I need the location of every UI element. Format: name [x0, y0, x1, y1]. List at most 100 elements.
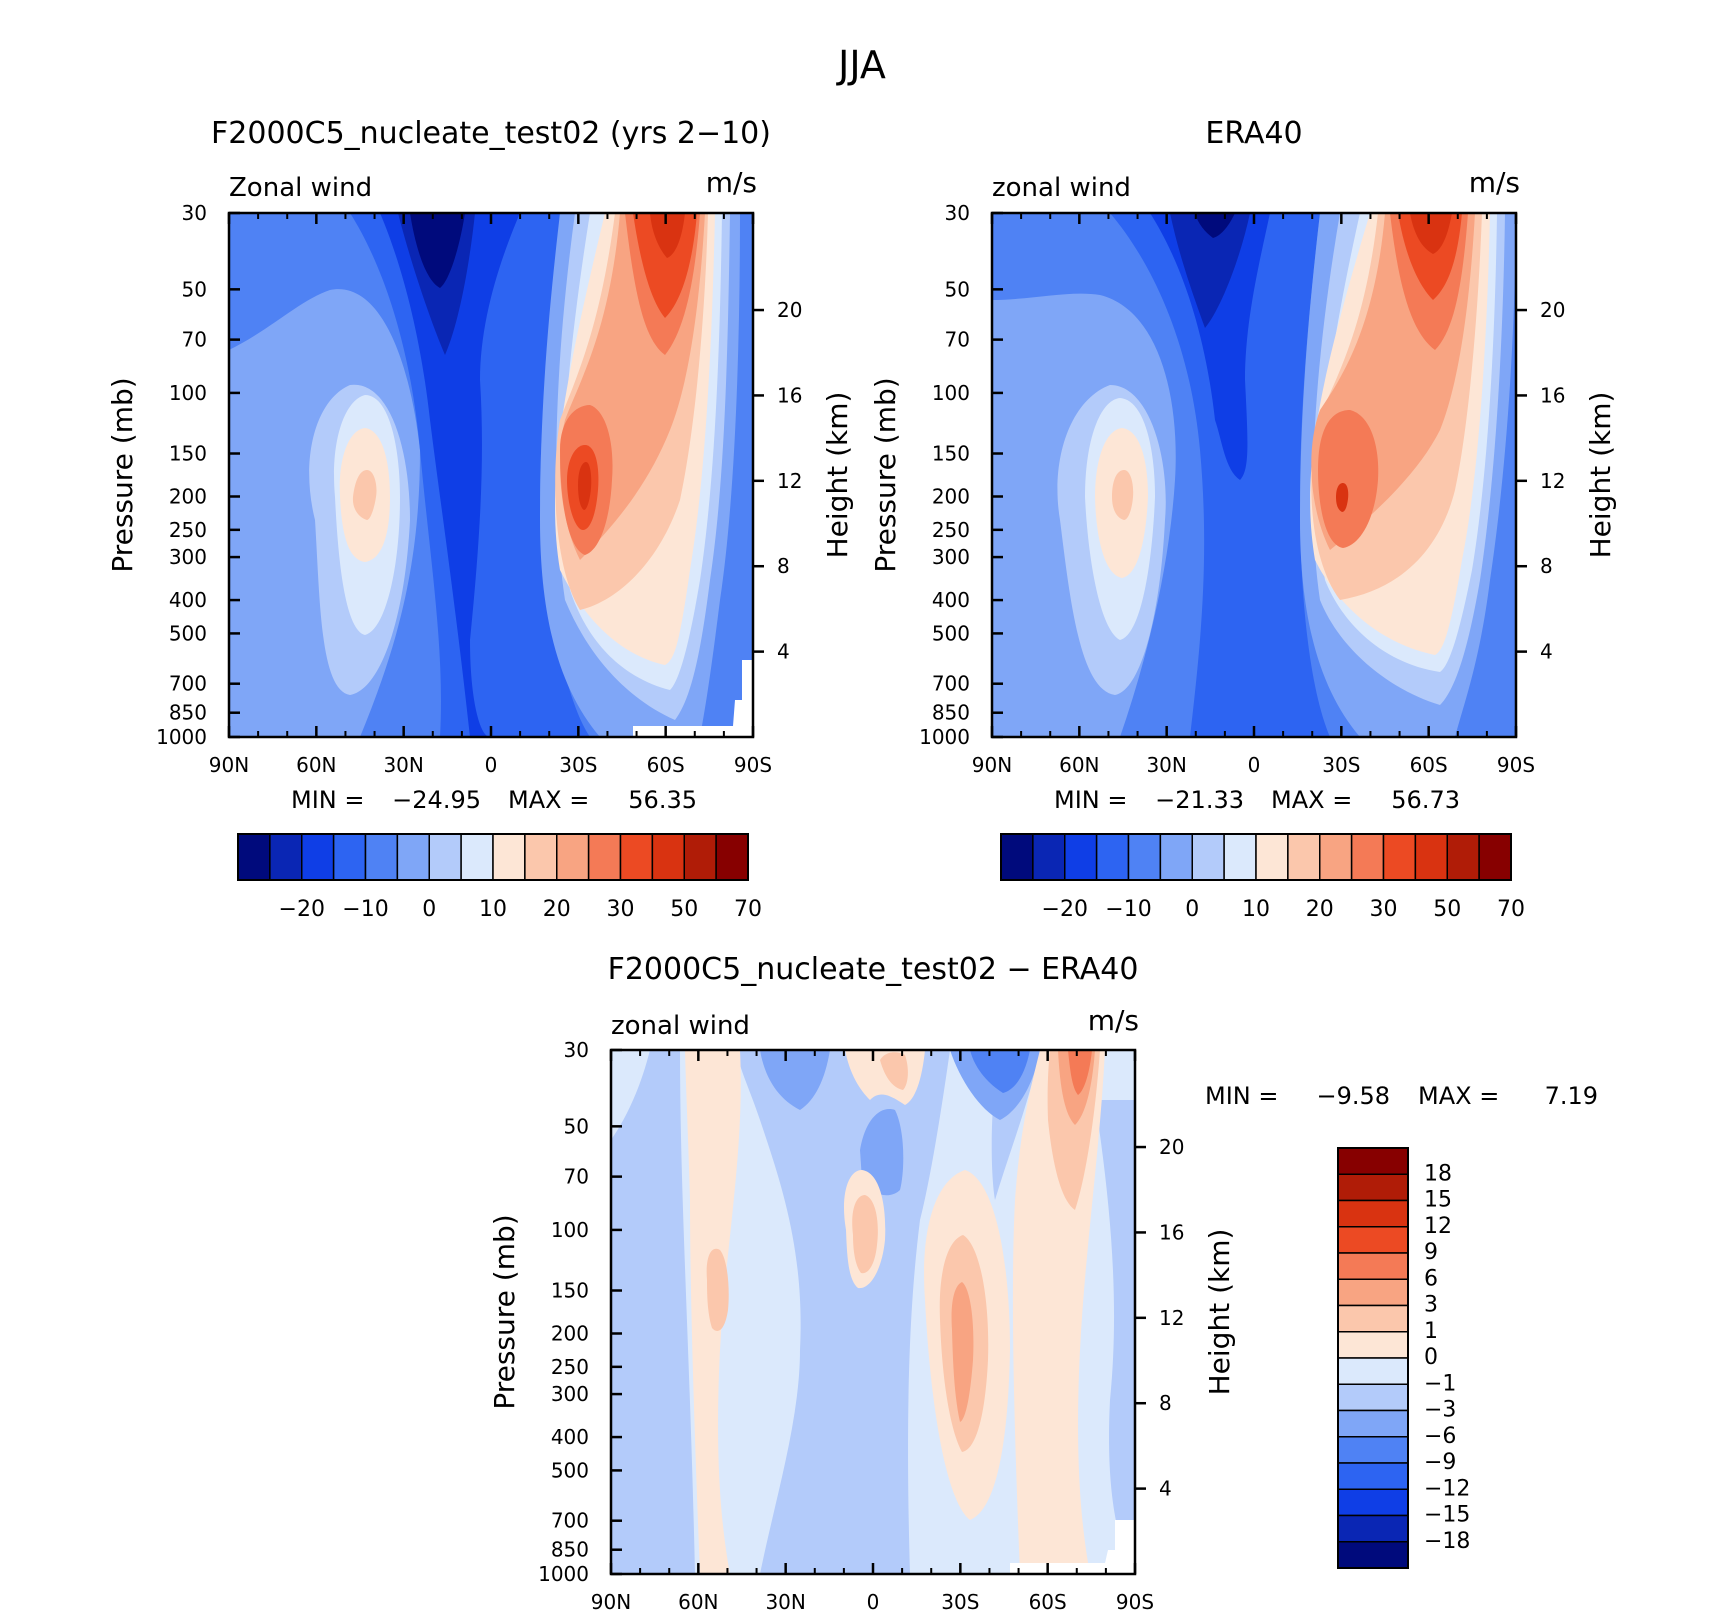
x-tick-label: 30N — [383, 753, 423, 777]
colorbar-swatch — [1337, 1488, 1409, 1517]
colorbar-label: −15 — [1424, 1503, 1470, 1528]
y-tick-label: 400 — [932, 588, 970, 612]
y2-tick-label: 4 — [1540, 640, 1553, 664]
x-tick-label: 0 — [1248, 753, 1261, 777]
colorbar-swatch — [1287, 833, 1321, 881]
colorbar-swatch — [1337, 1252, 1409, 1280]
colorbar-swatch — [460, 833, 494, 881]
colorbar-swatch — [1337, 1357, 1409, 1385]
x-tick-label: 60S — [1029, 1590, 1067, 1611]
contour-band — [860, 1109, 904, 1196]
contour-band — [852, 1195, 878, 1274]
y2-tick-label: 8 — [777, 554, 790, 578]
colorbar-swatch — [1159, 833, 1193, 881]
contour-band — [760, 1050, 830, 1110]
colorbar-label: 70 — [734, 897, 762, 922]
colorbar-swatch — [1337, 1278, 1409, 1307]
min-label: MIN = — [1054, 786, 1127, 814]
y-tick-label: 200 — [932, 484, 970, 508]
y-tick-label: 30 — [945, 201, 970, 225]
colorbar-swatch — [683, 833, 717, 881]
colorbar-label: 0 — [422, 897, 436, 922]
x-tick-label: 30S — [941, 1590, 979, 1611]
x-axis: 90N 60N 30N 0 30S 60S 90S — [591, 1050, 1154, 1611]
colorbar-swatch — [619, 833, 654, 881]
panel-difference: F2000C5_nucleate_test02 − ERA40 zonal wi… — [488, 952, 1598, 1611]
contour-band — [970, 1050, 1030, 1093]
y2-tick-label: 12 — [1540, 469, 1565, 493]
y-tick-label: 1000 — [538, 1562, 589, 1586]
y-axis-label: Pressure (mb) — [106, 377, 139, 572]
x-axis: 90N 60N 30N 0 30S 60S 90S — [209, 213, 772, 777]
y2-tick-label: 12 — [1159, 1306, 1184, 1330]
y2-tick-label: 8 — [1159, 1391, 1172, 1415]
y2-tick-label: 20 — [1540, 298, 1565, 322]
y-tick-label: 700 — [169, 672, 207, 696]
colorbar-swatch — [1478, 833, 1512, 881]
contour-band — [633, 660, 753, 737]
colorbar-swatch — [396, 833, 430, 881]
colorbar-swatch — [1337, 1331, 1409, 1359]
contour-band — [1150, 213, 1270, 480]
x-tick-label: 60S — [1410, 753, 1448, 777]
contour-band — [1095, 1100, 1135, 1574]
colorbar-label: 0 — [1185, 897, 1199, 922]
colorbar-label: 15 — [1424, 1188, 1452, 1213]
min-label: MIN = — [1205, 1082, 1278, 1110]
panel-units-label: m/s — [1088, 1004, 1139, 1037]
colorbar-swatch — [1337, 1199, 1409, 1228]
colorbar-swatch — [237, 833, 271, 881]
contour-field — [611, 1050, 1135, 1574]
y2-axis: 4 8 12 16 20 — [753, 298, 802, 664]
colorbar-label: −20 — [1042, 897, 1088, 922]
x-axis: 90N 60N 30N 0 30S 60S 90S — [972, 213, 1535, 777]
y-tick-label: 700 — [551, 1509, 589, 1533]
contour-band — [880, 1052, 908, 1090]
y-tick-label: 30 — [182, 201, 207, 225]
x-tick-label: 0 — [867, 1590, 880, 1611]
colorbar-swatch — [301, 833, 335, 881]
x-tick-label: 30N — [765, 1590, 805, 1611]
panel-model: F2000C5_nucleate_test02 (yrs 2−10) Zonal… — [106, 116, 854, 922]
colorbar-label: 30 — [1370, 897, 1398, 922]
y-tick-label: 30 — [564, 1038, 589, 1062]
min-value: −21.33 — [1155, 786, 1244, 814]
colorbar-swatch — [1032, 833, 1066, 881]
y-tick-label: 400 — [551, 1425, 589, 1449]
y-tick-label: 100 — [169, 381, 207, 405]
colorbar-swatch — [524, 833, 558, 881]
y-tick-label: 50 — [564, 1114, 589, 1138]
colorbar-swatch — [1337, 1304, 1409, 1333]
colorbar-frame — [1000, 833, 1512, 881]
colorbar-swatch — [1064, 833, 1098, 881]
panel-title: F2000C5_nucleate_test02 − ERA40 — [608, 952, 1139, 987]
y-tick-label: 850 — [169, 701, 207, 725]
min-value: −9.58 — [1316, 1082, 1390, 1110]
y2-tick-label: 16 — [777, 383, 802, 407]
colorbar-label: 3 — [1424, 1293, 1438, 1318]
max-label: MAX = — [1418, 1082, 1499, 1110]
colorbar-label: 1 — [1424, 1319, 1438, 1344]
colorbar-swatch — [1337, 1147, 1409, 1175]
colorbar-swatch — [1337, 1436, 1409, 1464]
contour-band — [1010, 1520, 1135, 1574]
y-tick-label: 250 — [551, 1355, 589, 1379]
colorbar-swatch — [1337, 1462, 1409, 1490]
y-tick-label: 850 — [932, 701, 970, 725]
y2-tick-label: 16 — [1540, 383, 1565, 407]
x-tick-label: 60N — [678, 1590, 718, 1611]
contour-field — [229, 213, 753, 737]
colorbar-label: 10 — [479, 897, 507, 922]
contour-band — [1112, 470, 1134, 520]
y2-axis-label: Height (km) — [1203, 1229, 1236, 1396]
colorbar-swatch — [715, 833, 749, 881]
colorbar-swatch — [556, 833, 590, 881]
x-tick-label: 60S — [647, 753, 685, 777]
colorbar-label: −10 — [1105, 897, 1151, 922]
y-tick-label: 500 — [932, 621, 970, 645]
y2-tick-label: 12 — [777, 469, 802, 493]
y2-tick-label: 20 — [1159, 1135, 1184, 1159]
contour-band — [1110, 213, 1330, 737]
